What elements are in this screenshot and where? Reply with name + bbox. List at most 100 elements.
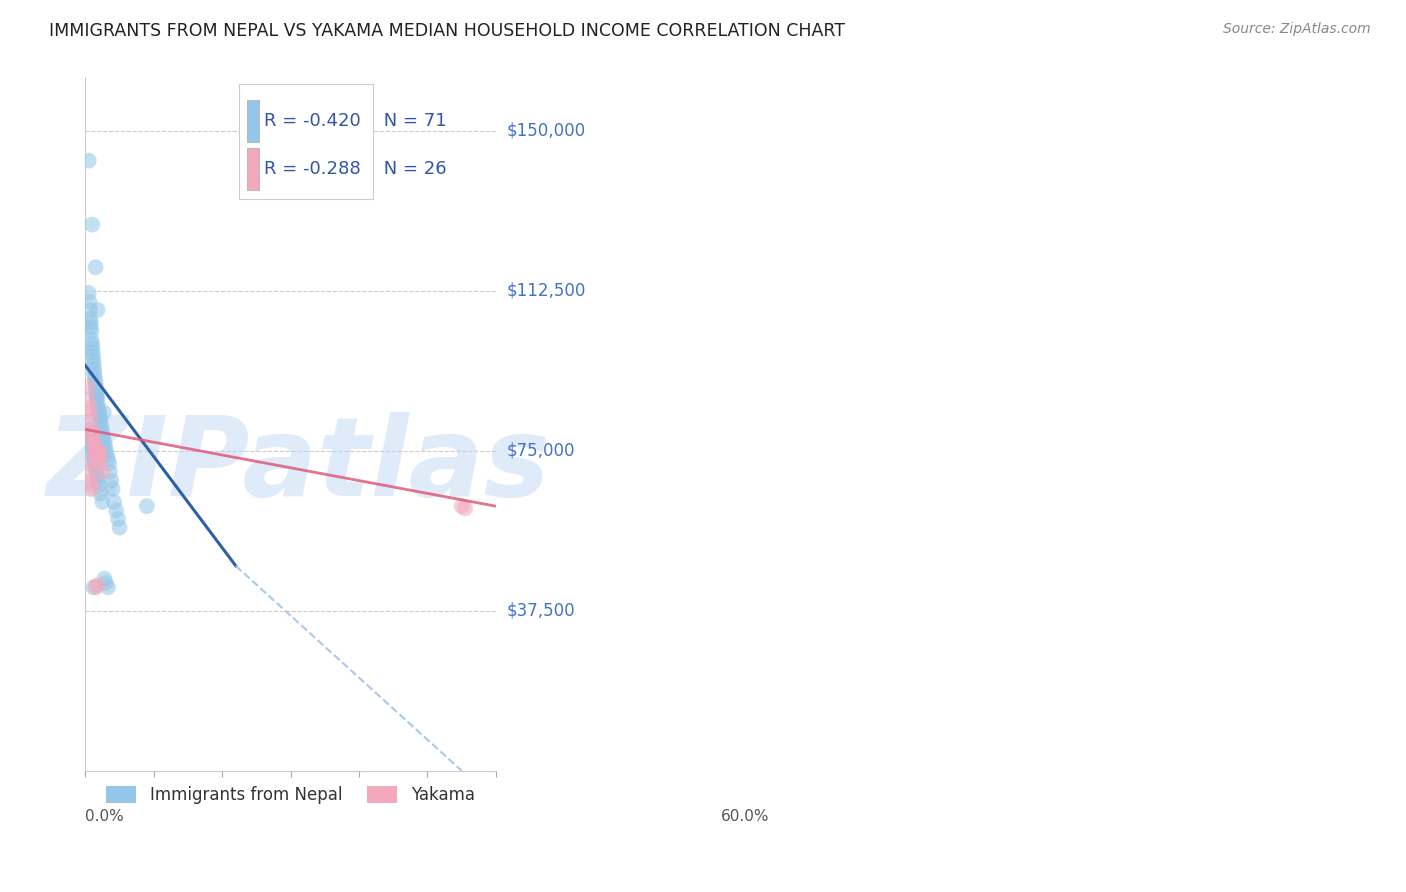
- Point: [79, 422, 101, 436]
- Point: [454, 501, 477, 516]
- FancyBboxPatch shape: [247, 148, 259, 190]
- Point: [86, 302, 108, 317]
- Point: [80, 431, 103, 445]
- Point: [98, 465, 121, 479]
- Point: [84, 388, 107, 402]
- Point: [97, 580, 120, 594]
- Point: [79, 401, 101, 415]
- Point: [98, 457, 121, 471]
- Point: [77, 392, 100, 407]
- Point: [82, 426, 104, 441]
- Text: R = -0.420    N = 71: R = -0.420 N = 71: [264, 112, 447, 130]
- Point: [82, 350, 104, 364]
- FancyBboxPatch shape: [239, 85, 373, 199]
- Point: [80, 320, 103, 334]
- Point: [90, 422, 112, 436]
- Point: [107, 512, 129, 526]
- Text: ZIPatlas: ZIPatlas: [46, 412, 551, 519]
- Text: $37,500: $37,500: [508, 602, 575, 620]
- Text: $75,000: $75,000: [508, 442, 575, 459]
- Point: [83, 580, 105, 594]
- Point: [93, 572, 115, 586]
- Point: [86, 397, 108, 411]
- Point: [79, 302, 101, 317]
- Point: [84, 465, 107, 479]
- Point: [83, 440, 105, 454]
- Point: [79, 405, 101, 419]
- Point: [82, 440, 104, 454]
- Point: [91, 465, 114, 479]
- Point: [82, 342, 104, 356]
- Point: [97, 452, 120, 467]
- Point: [83, 359, 105, 373]
- Point: [84, 580, 107, 594]
- Point: [84, 384, 107, 398]
- Point: [80, 435, 103, 450]
- Point: [101, 482, 124, 496]
- Point: [100, 474, 122, 488]
- Text: 0.0%: 0.0%: [86, 809, 124, 824]
- Point: [450, 499, 472, 513]
- Point: [83, 443, 105, 458]
- Point: [77, 457, 100, 471]
- Point: [87, 401, 110, 415]
- Point: [86, 452, 108, 467]
- Point: [80, 422, 103, 436]
- Point: [91, 495, 114, 509]
- Point: [86, 578, 108, 592]
- Point: [80, 324, 103, 338]
- Point: [94, 576, 117, 591]
- Point: [83, 448, 105, 462]
- Point: [83, 457, 105, 471]
- Point: [89, 409, 111, 424]
- Point: [83, 435, 105, 450]
- Point: [83, 362, 105, 376]
- Text: $112,500: $112,500: [508, 282, 586, 300]
- Point: [83, 452, 105, 467]
- Point: [84, 448, 107, 462]
- Point: [90, 418, 112, 433]
- Point: [94, 443, 117, 458]
- Point: [80, 414, 103, 428]
- Point: [86, 392, 108, 407]
- Point: [93, 435, 115, 450]
- Point: [80, 478, 103, 492]
- Point: [87, 478, 110, 492]
- Point: [91, 431, 114, 445]
- Point: [82, 431, 104, 445]
- Point: [108, 520, 131, 534]
- Point: [103, 495, 125, 509]
- Text: $150,000: $150,000: [508, 122, 586, 140]
- Text: Source: ZipAtlas.com: Source: ZipAtlas.com: [1223, 22, 1371, 37]
- Point: [89, 457, 111, 471]
- Point: [79, 311, 101, 326]
- Point: [135, 499, 157, 513]
- Point: [83, 354, 105, 368]
- Point: [84, 380, 107, 394]
- Text: 60.0%: 60.0%: [721, 809, 769, 824]
- Point: [82, 443, 104, 458]
- Point: [79, 426, 101, 441]
- Point: [79, 294, 101, 309]
- Point: [91, 426, 114, 441]
- Point: [82, 337, 104, 351]
- FancyBboxPatch shape: [247, 100, 259, 142]
- Point: [84, 260, 107, 275]
- Point: [82, 345, 104, 359]
- Legend: Immigrants from Nepal, Yakama: Immigrants from Nepal, Yakama: [100, 780, 481, 811]
- Point: [84, 460, 107, 475]
- Text: R = -0.288    N = 26: R = -0.288 N = 26: [264, 160, 447, 178]
- Point: [87, 443, 110, 458]
- Point: [86, 474, 108, 488]
- Point: [82, 218, 104, 232]
- Point: [77, 153, 100, 168]
- Point: [80, 333, 103, 347]
- Point: [77, 380, 100, 394]
- Point: [79, 465, 101, 479]
- Point: [105, 503, 128, 517]
- Point: [93, 405, 115, 419]
- Point: [84, 376, 107, 390]
- Point: [80, 482, 103, 496]
- Point: [89, 448, 111, 462]
- Text: IMMIGRANTS FROM NEPAL VS YAKAMA MEDIAN HOUSEHOLD INCOME CORRELATION CHART: IMMIGRANTS FROM NEPAL VS YAKAMA MEDIAN H…: [49, 22, 845, 40]
